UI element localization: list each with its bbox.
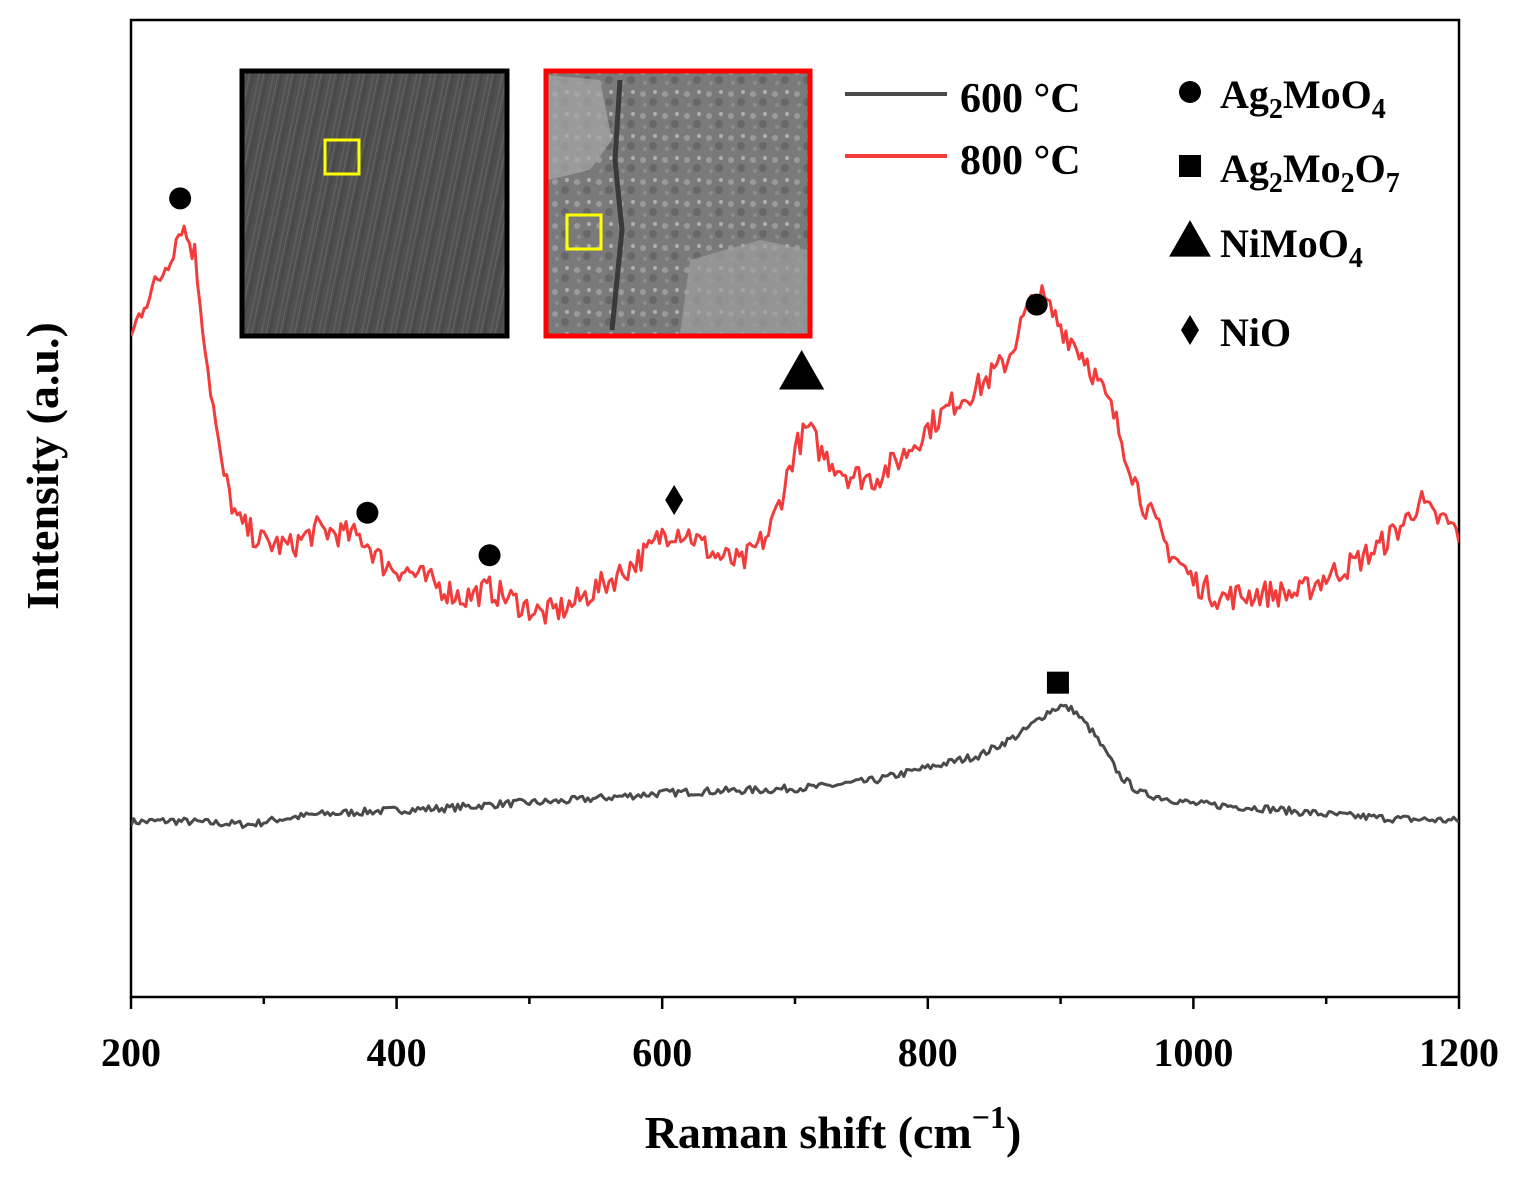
legend-phase-label-0-part-2: MoO <box>1283 72 1372 117</box>
legend-phase-label-2: NiMoO4 <box>1220 221 1363 274</box>
x-tick-label-400: 400 <box>367 1030 427 1075</box>
series-legend: 600 °C 800 °C <box>845 76 1081 184</box>
legend-label-600: 600 °C <box>960 76 1081 122</box>
peak-marker-circle-1 <box>356 501 379 524</box>
series-line-0 <box>131 703 1459 830</box>
legend-phase-label-0-part-3: 4 <box>1372 94 1386 125</box>
x-axis-title: Raman shift (cm−1) <box>645 1099 1022 1158</box>
peak-marker-layer <box>169 187 1069 694</box>
sem-inset-600-image <box>242 71 507 336</box>
legend-phase-label-1-part-5: 7 <box>1386 168 1400 199</box>
x-tick-label-600: 600 <box>632 1030 692 1075</box>
x-tick-label-200: 200 <box>101 1030 161 1075</box>
legend-phase-label-1-part-1: 2 <box>1269 168 1283 199</box>
legend-phase-label-1-part-0: Ag <box>1220 146 1269 191</box>
series-layer <box>131 224 1459 830</box>
peak-marker-circle-0 <box>169 187 192 210</box>
legend-phase-label-2-part-1: 4 <box>1349 243 1363 274</box>
sem-inset-800-deposit-2 <box>680 240 808 334</box>
legend-phase-label-1-part-2: Mo <box>1283 146 1341 191</box>
peak-marker-circle-2 <box>478 544 501 567</box>
legend-phase-label-1: Ag2Mo2O7 <box>1220 146 1400 199</box>
legend-phase-label-3: NiO <box>1220 310 1291 355</box>
x-tick-label-1000: 1000 <box>1153 1030 1233 1075</box>
peak-marker-triangle-4 <box>779 349 825 390</box>
sem-inset-600-roi-box <box>323 138 361 176</box>
legend-marker-circle <box>1179 81 1201 103</box>
x-tick-label-800: 800 <box>898 1030 958 1075</box>
peak-marker-square-6 <box>1046 671 1069 694</box>
legend-phase-label-0: Ag2MoO4 <box>1220 72 1386 125</box>
legend-marker-diamond <box>1181 315 1199 345</box>
sem-inset-800-frame <box>543 68 813 339</box>
peak-marker-diamond-3 <box>665 485 684 516</box>
peak-marker-circle-5 <box>1025 293 1048 316</box>
sem-inset-800-roi-box <box>565 213 603 251</box>
x-tick-label-1200: 1200 <box>1419 1030 1499 1075</box>
legend-phase-label-0-part-0: Ag <box>1220 72 1269 117</box>
legend-marker-triangle <box>1169 220 1211 257</box>
legend-label-800: 800 °C <box>960 138 1081 184</box>
legend-phase-label-1-part-4: O <box>1355 146 1386 191</box>
x-axis-tick-labels: 200 400 600 800 1000 1200 <box>101 1030 1499 1075</box>
legend-phase-label-1-part-3: 2 <box>1341 168 1355 199</box>
sem-inset-800-deposit <box>548 75 612 180</box>
x-axis-title-close: ) <box>1006 1107 1021 1158</box>
legend-marker-square <box>1179 155 1201 177</box>
sem-inset-800-crack <box>609 79 625 331</box>
sem-inset-800 <box>543 68 813 339</box>
x-axis-ticks <box>129 997 1461 1009</box>
sem-inset-600 <box>239 68 510 339</box>
legend-phase-label-3-part-0: NiO <box>1220 310 1291 355</box>
legend-phase-label-0-part-1: 2 <box>1269 94 1283 125</box>
y-axis-title: Intensity (a.u.) <box>17 322 68 610</box>
x-axis-title-superscript: −1 <box>972 1099 1006 1135</box>
x-axis-title-main: Raman shift (cm <box>645 1107 972 1158</box>
legend-phase-label-2-part-0: NiMoO <box>1220 221 1349 266</box>
series-line-1 <box>131 224 1459 625</box>
sem-inset-600-frame <box>239 68 510 339</box>
